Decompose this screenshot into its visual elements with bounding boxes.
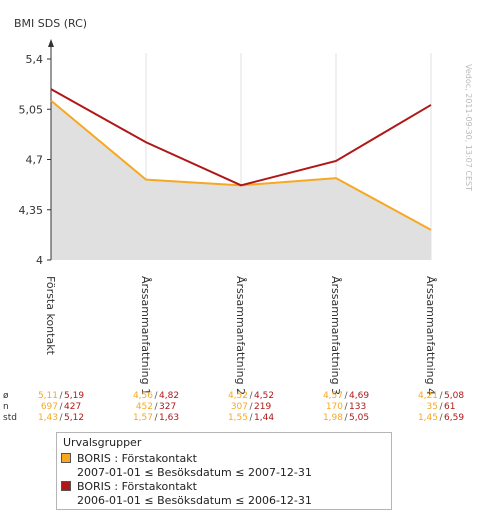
stat-value-red: 5,12 (64, 413, 84, 423)
stat-separator: / (59, 391, 63, 401)
legend-item-line2: 2007-01-01 ≤ Besöksdatum ≤ 2007-12-31 (77, 466, 312, 479)
stat-value-orange: 307 (231, 402, 248, 412)
y-tick-label: 5,4 (26, 53, 44, 66)
y-axis (47, 39, 54, 261)
stat-value-orange: 4,21 (418, 391, 438, 401)
stat-separator: / (249, 391, 253, 401)
category-label: Första kontakt (44, 276, 57, 356)
stat-separator: / (59, 402, 63, 412)
stat-separator: / (249, 413, 253, 423)
stat-value-orange: 697 (41, 402, 58, 412)
category-label: Årssammanfattning 3 (329, 276, 342, 395)
legend-item-line2: 2006-01-01 ≤ Besöksdatum ≤ 2006-12-31 (77, 494, 312, 507)
legend-text: BORIS : Förstakontakt 2007-01-01 ≤ Besök… (77, 452, 312, 480)
stat-separator: / (439, 391, 443, 401)
stat-value-red: 61 (444, 402, 455, 412)
category-label: Årssammanfattning 4 (424, 276, 437, 395)
category-label: Årssammanfattning 1 (139, 276, 152, 395)
stat-separator: / (154, 391, 158, 401)
series-area-fill (51, 100, 431, 260)
y-axis-arrow (48, 39, 54, 47)
stat-value-orange: 1,45 (418, 413, 438, 423)
stat-separator: / (154, 413, 158, 423)
stat-row-label: n (3, 402, 9, 412)
stat-separator: / (439, 402, 443, 412)
stat-value-red: 4,52 (254, 391, 274, 401)
stat-value-red: 4,69 (349, 391, 369, 401)
stat-separator: / (154, 402, 158, 412)
legend-title: Urvalsgrupper (63, 436, 142, 449)
stat-value-red: 4,82 (159, 391, 179, 401)
stat-value-orange: 4,52 (228, 391, 248, 401)
stat-value-red: 427 (64, 402, 81, 412)
stat-value-orange: 35 (427, 402, 438, 412)
stat-value-red: 327 (159, 402, 176, 412)
series-area (51, 100, 431, 260)
stat-value-red: 1,63 (159, 413, 179, 423)
series-lines (50, 88, 432, 231)
stat-separator: / (439, 413, 443, 423)
stat-value-orange: 1,98 (323, 413, 343, 423)
y-tick-label: 4,35 (19, 204, 44, 217)
stat-value-red: 5,19 (64, 391, 84, 401)
stat-value-red: 6,59 (444, 413, 464, 423)
category-labels: Första kontakt Årssammanfattning 1 Årssamm… (44, 276, 437, 395)
stats-rows: ønstd5,11/5,19697/4271,43/5,124,56/4,824… (3, 391, 464, 423)
stat-row-label: ø (3, 391, 9, 401)
stat-value-orange: 1,55 (228, 413, 248, 423)
stat-value-orange: 1,43 (38, 413, 58, 423)
stat-value-orange: 5,11 (38, 391, 58, 401)
stat-separator: / (249, 402, 253, 412)
y-tick-label: 4,7 (26, 154, 44, 167)
y-tick-labels: 5,4 5,05 4,7 4,35 4 (19, 53, 44, 267)
legend-item-line1: BORIS : Förstakontakt (77, 452, 197, 465)
stat-value-orange: 1,57 (133, 413, 153, 423)
category-label: Årssammanfattning 2 (234, 276, 247, 395)
legend-text: BORIS : Förstakontakt 2006-01-01 ≤ Besök… (77, 480, 312, 508)
legend-swatch-red (61, 481, 71, 491)
legend-swatch-orange (61, 453, 71, 463)
stat-separator: / (344, 413, 348, 423)
stat-value-red: 5,08 (444, 391, 464, 401)
stat-value-red: 1,44 (254, 413, 274, 423)
chart-title: BMI SDS (RC) (14, 17, 87, 30)
legend-item-line1: BORIS : Förstakontakt (77, 480, 197, 493)
series-line-1 (50, 88, 432, 187)
stat-value-red: 5,05 (349, 413, 369, 423)
stat-separator: / (344, 391, 348, 401)
stat-value-orange: 170 (326, 402, 343, 412)
stat-value-red: 219 (254, 402, 271, 412)
legend: Urvalsgrupper BORIS : Förstakontakt 2007… (56, 432, 392, 510)
side-note: Vedoc, 2011-09-30, 13:07 CEST (464, 64, 473, 191)
y-tick-label: 5,05 (19, 103, 44, 116)
y-tick-label: 4 (36, 254, 43, 267)
stat-separator: / (59, 413, 63, 423)
stat-value-red: 133 (349, 402, 366, 412)
stat-value-orange: 452 (136, 402, 153, 412)
stat-separator: / (344, 402, 348, 412)
stat-value-orange: 4,57 (323, 391, 343, 401)
stat-row-label: std (3, 413, 17, 423)
stat-value-orange: 4,56 (133, 391, 153, 401)
